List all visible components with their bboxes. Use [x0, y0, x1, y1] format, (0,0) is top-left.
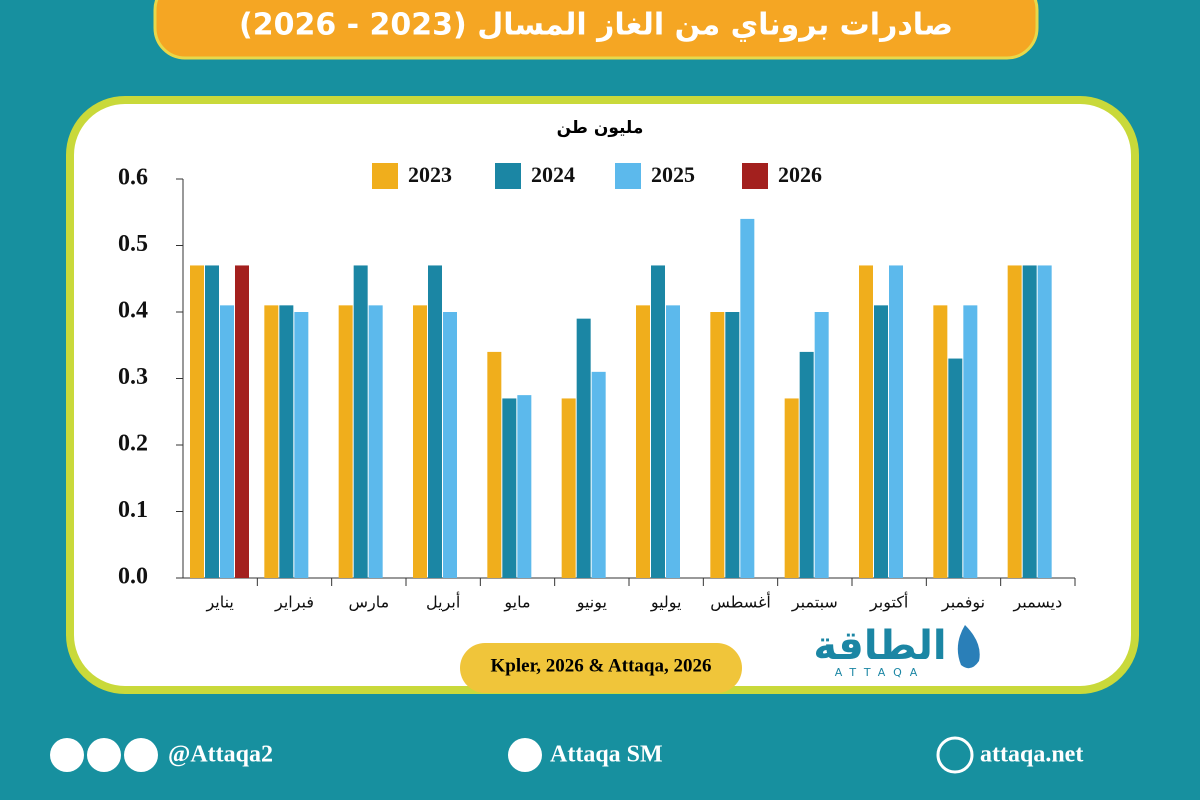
legend-label: 2024	[531, 162, 575, 187]
bar	[591, 371, 606, 578]
x-tick-label: أغسطس	[710, 592, 771, 613]
bar	[1037, 265, 1052, 578]
x-icon	[50, 738, 84, 772]
bar	[725, 312, 740, 578]
bar	[235, 265, 249, 578]
legend-label: 2023	[408, 162, 452, 187]
bar	[933, 305, 948, 578]
bar	[205, 265, 219, 578]
bar	[368, 305, 383, 578]
y-tick-label: 0.3	[118, 364, 148, 390]
bar	[814, 312, 829, 578]
legend-swatch	[495, 163, 521, 189]
website: attaqa.net	[980, 742, 1083, 768]
web-icon	[936, 736, 974, 774]
bar	[487, 351, 502, 578]
legend-swatch	[372, 163, 398, 189]
bar	[666, 305, 680, 578]
bar	[428, 265, 442, 578]
x-tick-label: ديسمبر	[1012, 593, 1062, 613]
bar	[784, 398, 799, 578]
bar	[264, 305, 279, 578]
x-tick-label: يونيو	[576, 593, 607, 613]
bar	[963, 305, 978, 578]
bar	[636, 305, 650, 578]
x-tick-label: مايو	[503, 593, 530, 613]
instagram-icon	[87, 738, 121, 772]
x-tick-label: يناير	[205, 593, 233, 613]
bar	[279, 305, 294, 578]
logo-drop	[957, 625, 980, 669]
logo-subtext: ATTAQA	[835, 666, 926, 679]
logo-text: الطاقة	[813, 623, 946, 669]
bar	[1007, 265, 1022, 578]
y-tick-label: 0.1	[118, 497, 148, 523]
legend-swatch	[742, 163, 768, 189]
bar	[889, 265, 903, 578]
bar	[710, 312, 725, 578]
youtube-handle: Attaqa SM	[550, 742, 663, 768]
y-tick-label: 0.5	[118, 231, 148, 257]
bar	[576, 318, 591, 578]
bar	[220, 305, 234, 578]
bar	[874, 305, 888, 578]
legend-label: 2026	[778, 162, 822, 187]
source-pill	[460, 643, 742, 693]
y-tick-label: 0.0	[118, 564, 148, 590]
x-tick-label: نوفمبر	[941, 593, 985, 613]
bar	[517, 395, 532, 578]
x-tick-label: يوليو	[650, 593, 682, 613]
bar	[859, 265, 873, 578]
bar	[561, 398, 576, 578]
youtube-icon	[508, 738, 542, 772]
y-tick-label: 0.2	[118, 431, 148, 457]
title-banner	[153, 0, 1039, 60]
bar	[294, 312, 309, 578]
facebook-icon	[124, 738, 158, 772]
social-handle: @Attaqa2	[168, 742, 273, 768]
chart-title: صادرات بروناي من الغاز المسال (2023 - 20…	[239, 8, 953, 43]
x-tick-label: سبتمبر	[791, 593, 838, 613]
x-tick-label: فبراير	[274, 593, 314, 613]
legend-swatch	[615, 163, 641, 189]
bar	[651, 265, 665, 578]
y-tick-label: 0.4	[118, 298, 148, 324]
logo: الطاقة ATTAQA	[813, 623, 980, 679]
y-tick-label: 0.6	[118, 165, 148, 191]
bar	[948, 358, 963, 578]
bar	[413, 305, 427, 578]
x-tick-label: أبريل	[426, 592, 460, 613]
y-axis-unit: مليون طن	[557, 118, 644, 138]
footer: @Attaqa2 Attaqa SM attaqa.net	[50, 736, 1083, 774]
bar	[190, 265, 204, 578]
x-tick-label: مارس	[348, 593, 389, 613]
bar	[740, 218, 755, 578]
source: Kpler, 2026 & Attaqa, 2026	[491, 655, 712, 676]
bar	[1022, 265, 1037, 578]
bar	[353, 265, 368, 578]
bar	[799, 351, 814, 578]
x-tick-label: أكتوبر	[869, 592, 908, 613]
legend-label: 2025	[651, 162, 695, 187]
bar	[443, 312, 457, 578]
bar	[502, 398, 517, 578]
bar	[338, 305, 353, 578]
